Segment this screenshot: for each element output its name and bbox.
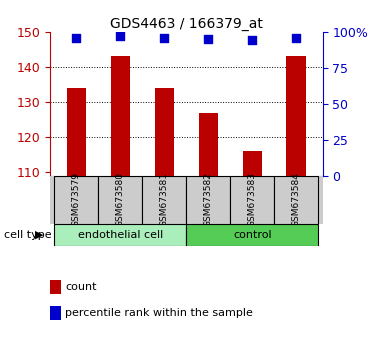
Text: ▶: ▶ bbox=[35, 230, 43, 240]
Point bbox=[73, 35, 79, 40]
Text: GSM673582: GSM673582 bbox=[204, 172, 213, 227]
Point bbox=[206, 36, 211, 42]
Text: control: control bbox=[233, 230, 272, 240]
Bar bbox=[198, 113, 218, 176]
Text: GSM673580: GSM673580 bbox=[116, 172, 125, 227]
Bar bbox=[66, 88, 86, 176]
Bar bbox=[55, 176, 98, 224]
Bar bbox=[243, 151, 262, 176]
Bar bbox=[98, 176, 142, 224]
Point bbox=[293, 35, 299, 40]
Bar bbox=[187, 176, 230, 224]
Text: GSM673583: GSM673583 bbox=[248, 172, 257, 227]
Point bbox=[161, 35, 167, 40]
Text: cell type: cell type bbox=[4, 230, 51, 240]
Bar bbox=[155, 88, 174, 176]
Point bbox=[249, 38, 255, 43]
Bar bbox=[55, 224, 187, 246]
Text: GSM673584: GSM673584 bbox=[292, 172, 301, 227]
Bar bbox=[275, 176, 318, 224]
Text: GSM673579: GSM673579 bbox=[72, 172, 81, 227]
Bar bbox=[142, 176, 187, 224]
Title: GDS4463 / 166379_at: GDS4463 / 166379_at bbox=[110, 17, 263, 31]
Bar bbox=[187, 224, 318, 246]
Bar bbox=[286, 56, 306, 176]
Point bbox=[118, 33, 124, 39]
Text: GSM673581: GSM673581 bbox=[160, 172, 169, 227]
Bar bbox=[230, 176, 275, 224]
Text: endothelial cell: endothelial cell bbox=[78, 230, 163, 240]
Text: percentile rank within the sample: percentile rank within the sample bbox=[65, 308, 253, 318]
Text: count: count bbox=[65, 282, 96, 292]
Bar bbox=[111, 56, 130, 176]
